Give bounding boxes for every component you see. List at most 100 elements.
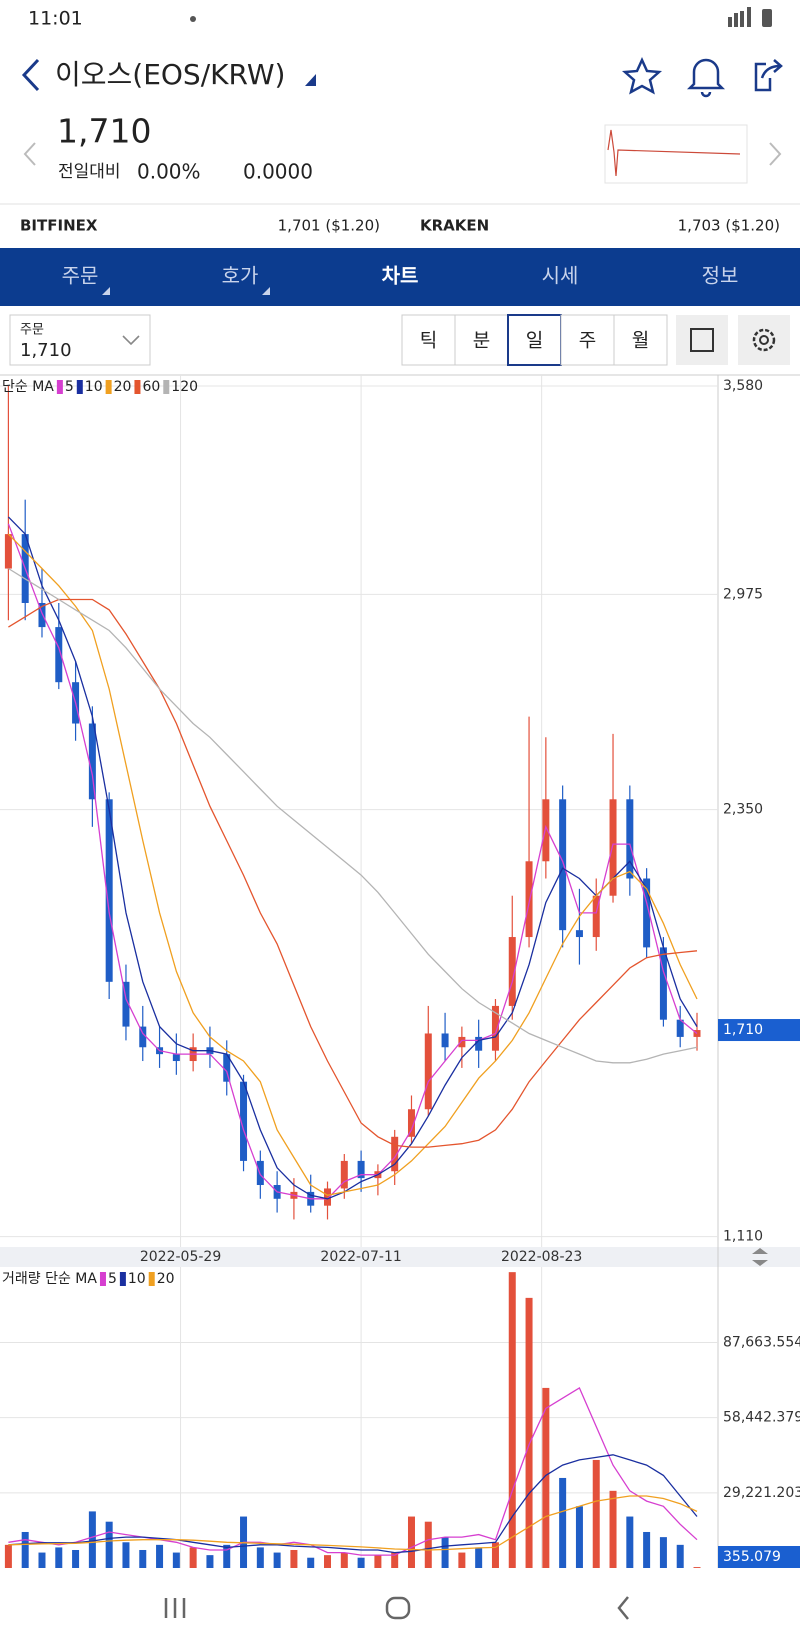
tab[interactable]: 호가 (222, 264, 259, 288)
volume-bar (508, 1272, 516, 1568)
volume-bar (256, 1547, 264, 1568)
volume-bar (559, 1477, 567, 1568)
volume-bar (189, 1547, 197, 1568)
ma-line (8, 1454, 698, 1554)
volume-bar (340, 1552, 348, 1568)
nav-home[interactable] (385, 1596, 411, 1620)
ma-line (8, 567, 698, 1064)
candle-body (324, 1188, 332, 1206)
candle-body (676, 1019, 684, 1037)
status-dot (190, 16, 196, 22)
volume-bar (542, 1387, 550, 1568)
settings-icon (752, 328, 776, 352)
mini-chart-line (607, 129, 741, 177)
volume-bar (273, 1552, 281, 1568)
period-button[interactable] (454, 314, 509, 366)
candle-body (575, 930, 583, 938)
y-tick-label: 29,221.203 (723, 1485, 800, 1501)
volume-bar (609, 1490, 617, 1568)
draw-button[interactable] (676, 315, 728, 365)
title-dropdown[interactable] (305, 74, 316, 86)
ma-line (7, 516, 698, 1200)
back-button[interactable] (21, 58, 40, 92)
legend-label: 60 (142, 379, 160, 395)
legend-label: 20 (157, 1271, 175, 1287)
candle-body (441, 1033, 449, 1048)
period-label: 분 (473, 330, 490, 352)
period-label: 일 (526, 330, 543, 352)
ma-line (7, 533, 698, 1196)
candle-body (88, 723, 96, 800)
volume-bar (88, 1511, 96, 1568)
legend-swatch (56, 380, 63, 394)
volume-bar (475, 1547, 483, 1568)
exchange-price: 1,703 ($1.20) (678, 217, 780, 235)
tab[interactable]: 차트 (382, 264, 419, 288)
volume-bar (391, 1552, 399, 1568)
order-dropdown[interactable] (122, 335, 140, 346)
candle-body (424, 1033, 432, 1110)
volume-bar (357, 1557, 365, 1568)
candle-body (475, 1036, 483, 1051)
candle-body (542, 799, 550, 862)
volume-bar (575, 1506, 583, 1568)
last-volume-label: 355.079 (723, 1549, 781, 1565)
tab-bar (0, 248, 800, 306)
tab[interactable]: 시세 (542, 264, 579, 288)
order-value: 1,710 (20, 340, 72, 361)
candle-body (559, 799, 567, 931)
volume-bar (156, 1544, 164, 1568)
volume-bar (693, 1567, 701, 1568)
settings-button[interactable] (738, 315, 790, 365)
volume-bar (38, 1552, 46, 1568)
volume-bar (407, 1516, 415, 1568)
candle-body (4, 534, 12, 569)
tab-dropdown (262, 287, 270, 295)
date-strip (0, 1247, 800, 1267)
legend-label: 10 (85, 379, 103, 395)
panel-resize[interactable] (752, 1248, 768, 1266)
exchange-name: KRAKEN (420, 217, 489, 235)
volume-bar (206, 1555, 214, 1568)
period-button[interactable] (613, 314, 668, 366)
volume-bar (4, 1544, 12, 1568)
volume-bar (139, 1549, 147, 1568)
candle-body (626, 799, 634, 879)
candle-body (508, 937, 516, 1006)
alert-button[interactable] (686, 58, 726, 98)
volume-bar (374, 1555, 382, 1568)
volume-bar (172, 1552, 180, 1568)
exchange-name: BITFINEX (20, 217, 98, 235)
volume-bar (676, 1544, 684, 1568)
period-button[interactable] (401, 314, 456, 366)
period-button[interactable] (507, 314, 562, 366)
tab[interactable]: 정보 (702, 264, 739, 288)
volume-bar (307, 1557, 315, 1568)
candle-body (38, 602, 46, 628)
prev-coin[interactable] (23, 142, 36, 166)
x-tick-label: 2022-07-11 (320, 1249, 401, 1265)
status-time: 11:01 (28, 8, 83, 30)
exchange-price: 1,701 ($1.20) (278, 217, 380, 235)
legend-label: 120 (171, 379, 198, 395)
candle-body (340, 1160, 348, 1189)
next-coin[interactable] (769, 142, 782, 166)
tab[interactable]: 주문 (62, 264, 99, 288)
x-tick-label: 2022-05-29 (140, 1249, 221, 1265)
legend-swatch (99, 1272, 106, 1286)
volume-bar (626, 1516, 634, 1568)
nav-recent[interactable] (164, 1598, 186, 1618)
favorite-button[interactable] (621, 56, 663, 95)
volume-bar (525, 1297, 533, 1568)
nav-back[interactable] (617, 1596, 629, 1620)
page-title[interactable]: 이오스(EOS/KRW) (55, 58, 285, 91)
share-button[interactable] (754, 59, 783, 92)
legend-swatch (76, 380, 83, 394)
candle-body (643, 878, 651, 948)
legend-swatch (134, 380, 141, 394)
period-button[interactable] (560, 314, 615, 366)
last-volume-box (718, 1546, 800, 1568)
candle-body (525, 861, 533, 938)
change-value: 0.0000 (243, 160, 313, 184)
